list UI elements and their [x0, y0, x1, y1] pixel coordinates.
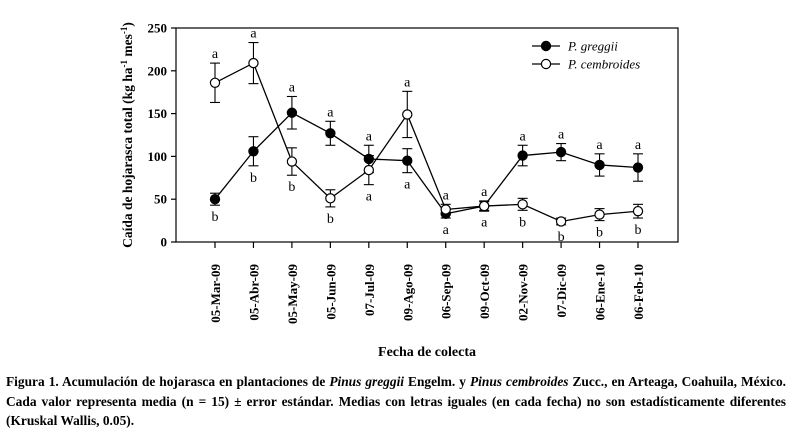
chart: 0 50 100 150 200 250 05-Mar-09 05-Abr-09 05-May… [119, 21, 679, 360]
x-axis-ticks: 05-Mar-09 05-Abr-09 05-May-09 05-Jun-09 07-J… [208, 242, 646, 324]
significance-letter: a [212, 47, 219, 62]
x-tick-label: 05-Mar-09 [208, 264, 223, 323]
data-point [209, 193, 221, 205]
x-tick-label: 07-Dic-09 [554, 264, 569, 318]
significance-letter: b [558, 230, 565, 245]
x-axis-label: Fecha de colecta [378, 345, 476, 360]
caption-suffix: Zucc., en Arteaga, Coahuila, México. Cad… [6, 374, 787, 428]
x-tick-label: 05-May-09 [285, 264, 300, 324]
significance-letter: a [327, 105, 334, 120]
significance-letter: b [327, 212, 334, 227]
legend-entry: P. cembroides [567, 57, 640, 72]
chart-axes [175, 27, 679, 243]
significance-letter: a [481, 215, 488, 230]
data-point [632, 205, 644, 217]
significance-letter: a [289, 80, 296, 95]
data-point [209, 77, 221, 88]
x-tick-label: 06-Ene-10 [593, 264, 608, 320]
data-point [594, 159, 605, 171]
significance-letter: b [635, 223, 642, 238]
significance-letter: a [250, 27, 257, 42]
data-point [517, 199, 528, 210]
data-point [517, 150, 528, 161]
significance-letter: a [520, 129, 527, 144]
y-axis-label-part: mes [120, 34, 135, 60]
legend: P. greggii P. cembroides [532, 39, 640, 72]
significance-letter: a [558, 128, 565, 143]
x-tick-label: 07-Jul-09 [362, 264, 377, 317]
y-tick-label: 100 [148, 149, 168, 164]
data-point [286, 156, 298, 167]
data-point [325, 128, 336, 139]
data-point [248, 146, 259, 157]
data-point [325, 193, 336, 204]
y-tick-label: 50 [154, 192, 167, 207]
significance-letter: a [443, 223, 450, 238]
x-tick-label: 05-Abr-09 [246, 264, 261, 321]
caption-prefix: Figura 1. Acumulación de hojarasca en pl… [6, 374, 330, 389]
y-axis-label: Caída de hojarasca total (kg ha-1 mes-1) [119, 22, 135, 248]
data-point [286, 107, 298, 118]
y-tick-label: 0 [161, 235, 168, 250]
significance-letter: b [212, 210, 219, 225]
y-tick-label: 200 [148, 63, 168, 78]
significance-letter: b [250, 171, 257, 186]
y-axis-label-part: -1 [119, 26, 129, 34]
caption-middle: Engelm. y [404, 374, 470, 389]
significance-letter: a [404, 75, 411, 90]
significance-letter: a [366, 129, 373, 144]
significance-letter: a [443, 188, 450, 203]
significance-letter: b [519, 215, 526, 230]
data-point [555, 216, 567, 227]
caption-species-2: Pinus cembroides [469, 374, 569, 389]
data-point [478, 200, 490, 212]
legend-marker [540, 58, 552, 70]
data-point [402, 109, 413, 120]
significance-letter: a [481, 185, 488, 200]
caption-species-1: Pinus greggii [329, 374, 405, 389]
significance-letter: a [596, 138, 603, 153]
x-tick-label: 05-Jun-09 [323, 264, 338, 320]
x-tick-label: 09-Ago-09 [400, 264, 415, 322]
data-point [440, 204, 451, 215]
y-axis-ticks: 0 50 100 150 200 250 [148, 21, 176, 250]
figure-caption: Figura 1. Acumulación de hojarasca en pl… [6, 372, 786, 431]
data-point [363, 153, 375, 165]
series-line-0 [214, 111, 639, 215]
legend-marker [540, 40, 552, 52]
significance-letter: b [596, 226, 603, 241]
data-point [594, 209, 605, 220]
data-point [363, 164, 375, 176]
y-axis-label-part: Caída de hojarasca total (kg ha [120, 67, 135, 248]
y-axis-label-part: -1 [119, 59, 129, 67]
significance-letter: a [366, 190, 373, 205]
x-tick-label: 06-Feb-10 [631, 264, 646, 320]
plot-frame [175, 27, 679, 243]
y-tick-label: 250 [148, 21, 168, 36]
x-tick-label: 02-Nov-09 [516, 264, 531, 322]
x-tick-label: 06-Sep-09 [439, 264, 454, 319]
legend-entry: P. greggii [567, 39, 618, 54]
y-tick-label: 150 [148, 106, 168, 121]
data-point [402, 155, 413, 166]
significance-letter: b [288, 180, 295, 195]
y-axis-label-part: ) [120, 22, 135, 27]
series-line-1 [214, 62, 639, 223]
x-tick-label: 09-Oct-09 [477, 264, 492, 319]
significance-letter: a [635, 138, 642, 153]
data-point [248, 57, 259, 69]
significance-letter: a [404, 178, 411, 193]
data-point [632, 162, 644, 173]
data-point [555, 146, 567, 158]
